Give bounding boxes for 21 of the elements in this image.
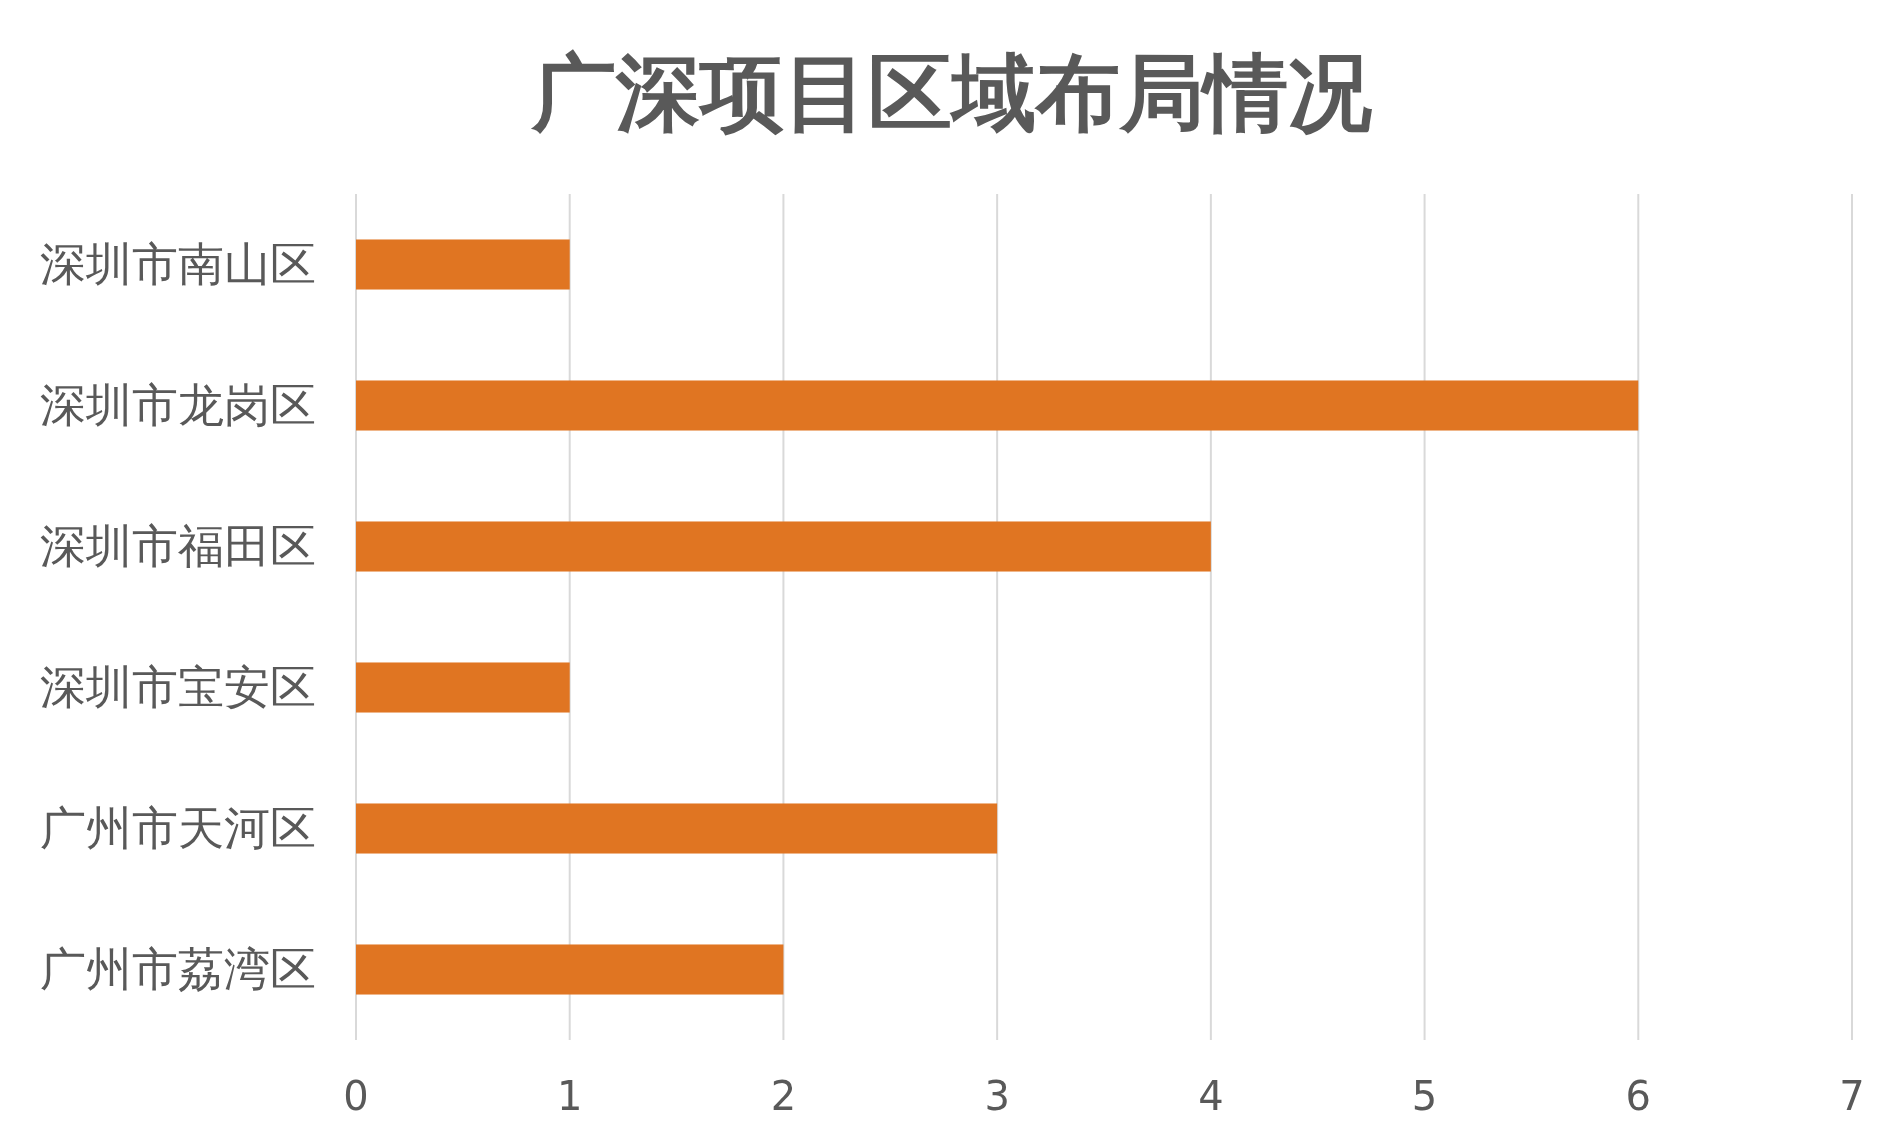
bar — [356, 944, 784, 995]
y-tick-label: 广州市天河区 — [40, 800, 316, 855]
x-tick-label: 4 — [1198, 1073, 1224, 1119]
bar — [356, 239, 570, 290]
y-tick-label: 深圳市南山区 — [40, 236, 316, 291]
bar — [356, 662, 570, 713]
x-tick-label: 3 — [984, 1073, 1010, 1119]
y-tick-label: 深圳市龙岗区 — [40, 377, 316, 432]
x-tick-label: 0 — [343, 1073, 369, 1119]
x-tick-label: 6 — [1625, 1073, 1652, 1119]
x-tick-label: 1 — [556, 1073, 583, 1119]
chart-title: 广深项目区域布局情况 — [529, 44, 1372, 142]
y-tick-label: 深圳市福田区 — [40, 518, 316, 573]
y-tick-label: 深圳市宝安区 — [40, 659, 316, 714]
x-tick-label: 5 — [1411, 1073, 1438, 1119]
bar — [356, 803, 998, 854]
bar — [356, 521, 1211, 572]
bar — [356, 380, 1639, 431]
x-tick-label: 7 — [1839, 1073, 1865, 1119]
x-tick-label: 2 — [770, 1073, 797, 1119]
y-tick-label: 广州市荔湾区 — [40, 941, 316, 996]
